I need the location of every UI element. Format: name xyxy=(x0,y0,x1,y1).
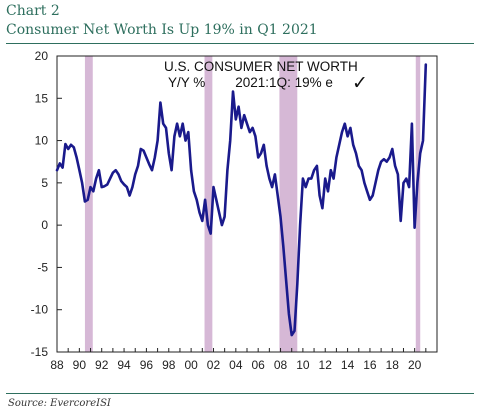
y-tick-label: -15 xyxy=(31,345,49,359)
checkmark-icon: ✓ xyxy=(352,72,368,94)
chart-title: Consumer Net Worth Is Up 19% in Q1 2021 xyxy=(6,22,318,38)
x-tick-label: 10 xyxy=(296,358,310,372)
y-axis: 20 15 10 5 0 -5 -10 -15 xyxy=(31,49,62,359)
x-tick-label: 06 xyxy=(251,358,265,372)
x-tick-label: 00 xyxy=(184,358,198,372)
x-tick-label: 98 xyxy=(162,358,176,372)
x-tick-label: 18 xyxy=(386,358,400,372)
header-rule xyxy=(6,43,474,44)
x-tick-label: 02 xyxy=(207,358,221,372)
footer-rule xyxy=(6,393,474,394)
y-tick-label: 0 xyxy=(41,218,48,232)
source-note: Source: EvercoreISI xyxy=(8,398,111,409)
x-tick-label: 88 xyxy=(50,358,64,372)
x-tick-label: 12 xyxy=(319,358,333,372)
annotation-title: U.S. CONSUMER NET WORTH xyxy=(164,59,358,74)
annotation-subtitle: Y/Y % 2021:1Q: 19% e xyxy=(168,75,333,90)
recession-band-2 xyxy=(204,56,213,352)
x-tick-label: 14 xyxy=(341,358,355,372)
x-tick-label: 96 xyxy=(140,358,154,372)
x-tick-label: 92 xyxy=(95,358,109,372)
x-tick-label: 94 xyxy=(117,358,131,372)
y-tick-label: 5 xyxy=(41,176,48,190)
x-tick-label: 04 xyxy=(229,358,243,372)
x-tick-label: 16 xyxy=(363,358,377,372)
chart-number: Chart 2 xyxy=(6,3,60,19)
recession-band-4 xyxy=(415,56,421,352)
x-tick-label: 20 xyxy=(408,358,422,372)
net-worth-line xyxy=(55,63,428,337)
y-tick-label: -5 xyxy=(37,260,48,274)
line-chart: 20 15 10 5 0 -5 -10 -15 88 90 92 94 96 98 00 02 04 06 08 1… xyxy=(31,49,438,372)
y-tick-label: 20 xyxy=(35,49,49,63)
recession-band-3 xyxy=(279,56,298,352)
x-axis: 88 90 92 94 96 98 00 02 04 06 08 10 12 14 16 18 20 xyxy=(50,348,438,372)
y-tick-label: -10 xyxy=(31,303,49,317)
y-tick-label: 10 xyxy=(35,134,49,148)
plot-frame xyxy=(56,55,438,353)
y-tick-label: 15 xyxy=(35,91,49,105)
recession-band-1 xyxy=(84,56,93,352)
x-tick-label: 90 xyxy=(73,358,87,372)
x-tick-label: 08 xyxy=(274,358,288,372)
recession-bands xyxy=(84,56,421,352)
